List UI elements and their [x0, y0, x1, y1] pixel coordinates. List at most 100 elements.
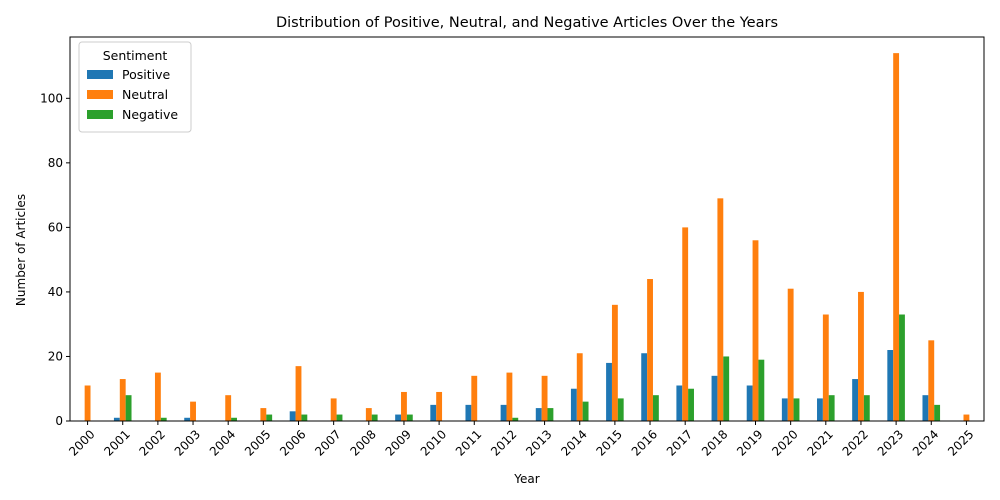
x-tick-label-2013: 2013	[523, 427, 554, 458]
legend-swatch-positive	[87, 70, 113, 79]
x-tick-label-2004: 2004	[207, 427, 238, 458]
bar-neutral-2016	[647, 279, 653, 421]
x-tick-label-2006: 2006	[277, 427, 308, 458]
legend-swatch-neutral	[87, 90, 113, 99]
x-tick-label-2016: 2016	[629, 427, 660, 458]
legend-title: Sentiment	[103, 48, 168, 63]
bar-negative-2007	[336, 414, 343, 421]
x-tick-label-2017: 2017	[664, 427, 695, 458]
bar-neutral-2025	[963, 414, 970, 421]
bar-negative-2008	[371, 414, 378, 421]
bar-neutral-2002	[154, 372, 161, 421]
x-tick-label-2002: 2002	[137, 427, 168, 458]
bar-positive-2012	[500, 404, 507, 421]
x-tick-label-2019: 2019	[734, 427, 765, 458]
bar-neutral-2013	[541, 375, 548, 421]
bar-positive-2024	[922, 395, 929, 421]
bar-positive-2014	[570, 388, 577, 421]
x-tick-label-2012: 2012	[488, 427, 519, 458]
x-tick-label-2020: 2020	[769, 427, 800, 458]
bar-neutral-2001	[119, 379, 126, 421]
bar-neutral-2014	[576, 353, 583, 421]
y-axis-ticks: 0 20 40 60 80 100	[40, 91, 70, 428]
bar-neutral-2023	[893, 53, 900, 421]
x-tick-label-2007: 2007	[312, 427, 343, 458]
bar-neutral-2004	[225, 395, 232, 421]
x-tick-label-2003: 2003	[172, 427, 203, 458]
bar-neutral-2015	[611, 304, 618, 421]
chart-title: Distribution of Positive, Neutral, and N…	[276, 15, 778, 31]
bar-negative-2023	[899, 314, 905, 421]
bar-negative-2005	[266, 414, 273, 421]
bars-layer	[84, 53, 970, 421]
x-tick-label-2023: 2023	[875, 427, 906, 458]
y-tick-label-20: 20	[48, 349, 63, 363]
x-tick-label-2015: 2015	[594, 427, 625, 458]
bar-positive-2023	[887, 350, 894, 421]
x-tick-label-2005: 2005	[242, 427, 273, 458]
legend-swatch-negative	[87, 110, 113, 119]
plot-frame	[69, 36, 985, 422]
bar-positive-2017	[676, 385, 683, 421]
bar-neutral-2019	[752, 240, 759, 421]
y-tick-label-100: 100	[40, 91, 63, 105]
bar-positive-2006	[289, 411, 296, 421]
bar-negative-2019	[758, 359, 765, 421]
bar-negative-2012	[512, 417, 519, 421]
legend-label-positive: Positive	[122, 67, 170, 82]
bar-negative-2024	[934, 404, 941, 421]
bar-neutral-2000	[84, 385, 91, 421]
x-tick-label-2018: 2018	[699, 427, 730, 458]
bar-neutral-2008	[365, 408, 372, 421]
bar-neutral-2009	[401, 391, 407, 421]
bar-negative-2013	[547, 408, 554, 421]
x-tick-label-2014: 2014	[558, 427, 589, 458]
bar-positive-2010	[430, 404, 437, 421]
bar-negative-2017	[688, 388, 694, 421]
bar-positive-2015	[606, 362, 612, 421]
bar-negative-2018	[723, 356, 730, 421]
x-tick-label-2008: 2008	[347, 427, 378, 458]
bar-negative-2015	[617, 398, 624, 421]
bar-neutral-2006	[295, 366, 302, 421]
bar-negative-2022	[863, 395, 870, 421]
bar-positive-2013	[535, 408, 542, 421]
bar-neutral-2021	[822, 314, 829, 421]
bar-positive-2003	[184, 417, 191, 421]
bar-neutral-2005	[260, 408, 267, 421]
bar-negative-2002	[160, 417, 167, 421]
bar-positive-2022	[852, 379, 859, 421]
bar-negative-2020	[793, 398, 800, 421]
bar-neutral-2007	[330, 398, 337, 421]
bar-negative-2006	[301, 414, 308, 421]
legend-label-negative: Negative	[122, 107, 178, 122]
bar-neutral-2017	[682, 227, 689, 421]
bar-negative-2004	[231, 417, 237, 421]
bar-neutral-2024	[928, 340, 935, 421]
bar-negative-2016	[652, 395, 659, 421]
bar-neutral-2018	[717, 198, 724, 421]
bar-neutral-2022	[858, 291, 864, 421]
legend-label-neutral: Neutral	[122, 87, 168, 102]
bar-neutral-2011	[471, 375, 478, 421]
bar-positive-2001	[113, 417, 120, 421]
x-tick-label-2001: 2001	[101, 427, 132, 458]
x-tick-label-2011: 2011	[453, 427, 484, 458]
bar-neutral-2012	[506, 372, 513, 421]
x-tick-label-2009: 2009	[383, 427, 414, 458]
bar-positive-2009	[395, 414, 402, 421]
x-tick-label-2025: 2025	[945, 427, 976, 458]
legend-box	[78, 41, 192, 133]
y-tick-label-0: 0	[55, 414, 63, 428]
bar-neutral-2020	[787, 288, 794, 421]
bar-positive-2021	[817, 398, 823, 421]
bar-positive-2016	[641, 353, 648, 421]
bar-positive-2019	[746, 385, 753, 421]
x-axis-ticks: 2000 2001 2002 2003 2004 2005 2006 2007 2008 2009…	[66, 421, 977, 459]
bar-negative-2021	[828, 395, 835, 421]
y-tick-label-60: 60	[48, 220, 63, 234]
bar-neutral-2003	[190, 401, 196, 421]
y-tick-label-80: 80	[48, 156, 63, 170]
